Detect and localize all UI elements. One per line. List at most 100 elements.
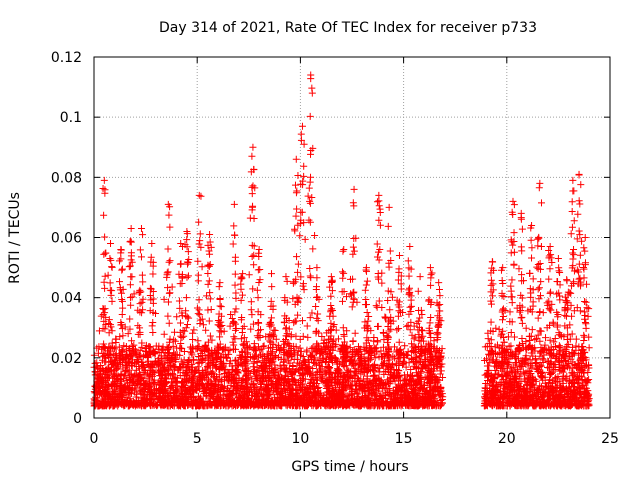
data-point bbox=[355, 359, 363, 367]
data-point bbox=[250, 380, 258, 388]
data-point bbox=[556, 346, 564, 354]
data-point bbox=[504, 333, 512, 341]
data-point bbox=[339, 375, 347, 383]
data-point bbox=[409, 386, 417, 394]
data-point bbox=[136, 351, 144, 359]
data-point bbox=[489, 292, 497, 300]
data-point bbox=[115, 379, 123, 387]
data-point bbox=[572, 342, 580, 350]
data-point bbox=[232, 305, 240, 313]
data-point bbox=[173, 386, 181, 394]
data-point bbox=[437, 385, 445, 393]
data-point bbox=[228, 315, 236, 323]
data-point bbox=[127, 400, 135, 408]
data-point bbox=[535, 284, 543, 292]
data-point bbox=[356, 377, 364, 385]
data-point bbox=[382, 399, 390, 407]
data-point bbox=[417, 365, 425, 373]
chart-title: Day 314 of 2021, Rate Of TEC Index for r… bbox=[159, 20, 537, 36]
data-point bbox=[251, 353, 259, 361]
data-point bbox=[327, 369, 335, 377]
data-point bbox=[415, 375, 423, 383]
data-point bbox=[119, 399, 127, 407]
data-point bbox=[342, 293, 350, 301]
data-point bbox=[186, 348, 194, 356]
data-point bbox=[161, 366, 169, 374]
data-point bbox=[205, 399, 213, 407]
data-point bbox=[141, 345, 149, 353]
data-point bbox=[180, 390, 188, 398]
data-point bbox=[501, 379, 509, 387]
data-point bbox=[271, 352, 279, 360]
data-point bbox=[176, 363, 184, 371]
data-point bbox=[220, 345, 228, 353]
data-point bbox=[436, 353, 444, 361]
data-point bbox=[190, 372, 198, 380]
data-point bbox=[375, 353, 383, 361]
data-point bbox=[171, 351, 179, 359]
data-point bbox=[224, 402, 232, 410]
data-point bbox=[539, 309, 547, 317]
data-point bbox=[168, 370, 176, 378]
data-point bbox=[146, 401, 154, 409]
data-point bbox=[234, 360, 242, 368]
data-point bbox=[559, 351, 567, 359]
data-point bbox=[127, 273, 135, 281]
data-point bbox=[546, 385, 554, 393]
data-point bbox=[206, 250, 214, 258]
data-point bbox=[577, 364, 585, 372]
data-point bbox=[213, 392, 221, 400]
data-point bbox=[194, 382, 202, 390]
data-point bbox=[393, 394, 401, 402]
data-point bbox=[262, 333, 270, 341]
data-point bbox=[399, 357, 407, 365]
data-point bbox=[95, 384, 103, 392]
data-point bbox=[307, 378, 315, 386]
data-point bbox=[112, 335, 120, 343]
data-point bbox=[189, 363, 197, 371]
data-point bbox=[553, 394, 561, 402]
data-point bbox=[425, 365, 433, 373]
data-point bbox=[123, 352, 131, 360]
data-point bbox=[515, 379, 523, 387]
data-point bbox=[517, 393, 525, 401]
data-point bbox=[245, 374, 253, 382]
data-point bbox=[201, 366, 209, 374]
data-point bbox=[162, 388, 170, 396]
data-point bbox=[533, 390, 541, 398]
data-point bbox=[327, 354, 335, 362]
data-point bbox=[400, 358, 408, 366]
data-point bbox=[283, 382, 291, 390]
data-point bbox=[396, 373, 404, 381]
data-point bbox=[555, 342, 563, 350]
data-point bbox=[95, 327, 103, 335]
data-point bbox=[550, 395, 558, 403]
data-point bbox=[391, 397, 399, 405]
data-point bbox=[364, 384, 372, 392]
data-point bbox=[118, 389, 126, 397]
data-point bbox=[431, 373, 439, 381]
data-point bbox=[256, 377, 264, 385]
data-point bbox=[544, 401, 552, 409]
data-point bbox=[571, 360, 579, 368]
data-point bbox=[220, 388, 228, 396]
data-point bbox=[435, 391, 443, 399]
data-point bbox=[534, 242, 542, 250]
data-point bbox=[380, 329, 388, 337]
data-point bbox=[226, 346, 234, 354]
data-point bbox=[249, 363, 257, 371]
data-point bbox=[96, 401, 104, 409]
data-point bbox=[303, 322, 311, 330]
data-point bbox=[286, 359, 294, 367]
data-point bbox=[170, 363, 178, 371]
data-point bbox=[328, 305, 336, 313]
data-point bbox=[116, 355, 124, 363]
data-point bbox=[326, 394, 334, 402]
data-point bbox=[584, 379, 592, 387]
data-point bbox=[248, 311, 256, 319]
data-point bbox=[494, 371, 502, 379]
data-point bbox=[370, 333, 378, 341]
data-point bbox=[91, 382, 99, 390]
data-point bbox=[186, 365, 194, 373]
data-point bbox=[203, 362, 211, 370]
